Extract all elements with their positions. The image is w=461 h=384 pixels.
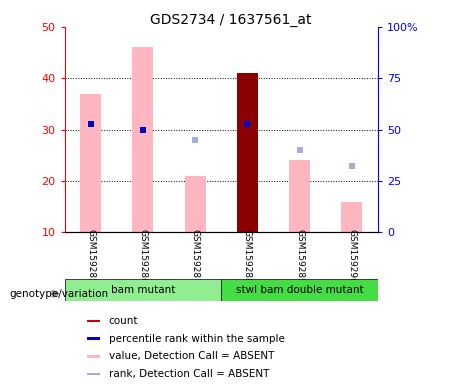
Bar — [185, 176, 206, 232]
Text: percentile rank within the sample: percentile rank within the sample — [109, 334, 285, 344]
Text: GDS2734 / 1637561_at: GDS2734 / 1637561_at — [150, 13, 311, 27]
Text: stwl bam double mutant: stwl bam double mutant — [236, 285, 363, 295]
Bar — [237, 73, 258, 232]
Text: value, Detection Call = ABSENT: value, Detection Call = ABSENT — [109, 351, 274, 361]
Bar — [87, 319, 100, 323]
Text: GSM159285: GSM159285 — [86, 229, 95, 284]
Bar — [342, 202, 362, 232]
Bar — [132, 47, 154, 232]
Text: GSM159287: GSM159287 — [191, 229, 200, 284]
Text: count: count — [109, 316, 138, 326]
Bar — [87, 355, 100, 358]
Text: GSM159290: GSM159290 — [348, 229, 356, 284]
Bar — [221, 279, 378, 301]
Bar — [87, 372, 100, 376]
Text: GSM159288: GSM159288 — [243, 229, 252, 284]
Text: rank, Detection Call = ABSENT: rank, Detection Call = ABSENT — [109, 369, 269, 379]
Bar — [289, 161, 310, 232]
Bar — [65, 279, 221, 301]
Text: genotype/variation: genotype/variation — [9, 289, 108, 299]
Text: bam mutant: bam mutant — [111, 285, 175, 295]
Bar — [87, 337, 100, 340]
Text: GSM159289: GSM159289 — [295, 229, 304, 284]
Bar — [80, 94, 101, 232]
Text: GSM159286: GSM159286 — [138, 229, 148, 284]
